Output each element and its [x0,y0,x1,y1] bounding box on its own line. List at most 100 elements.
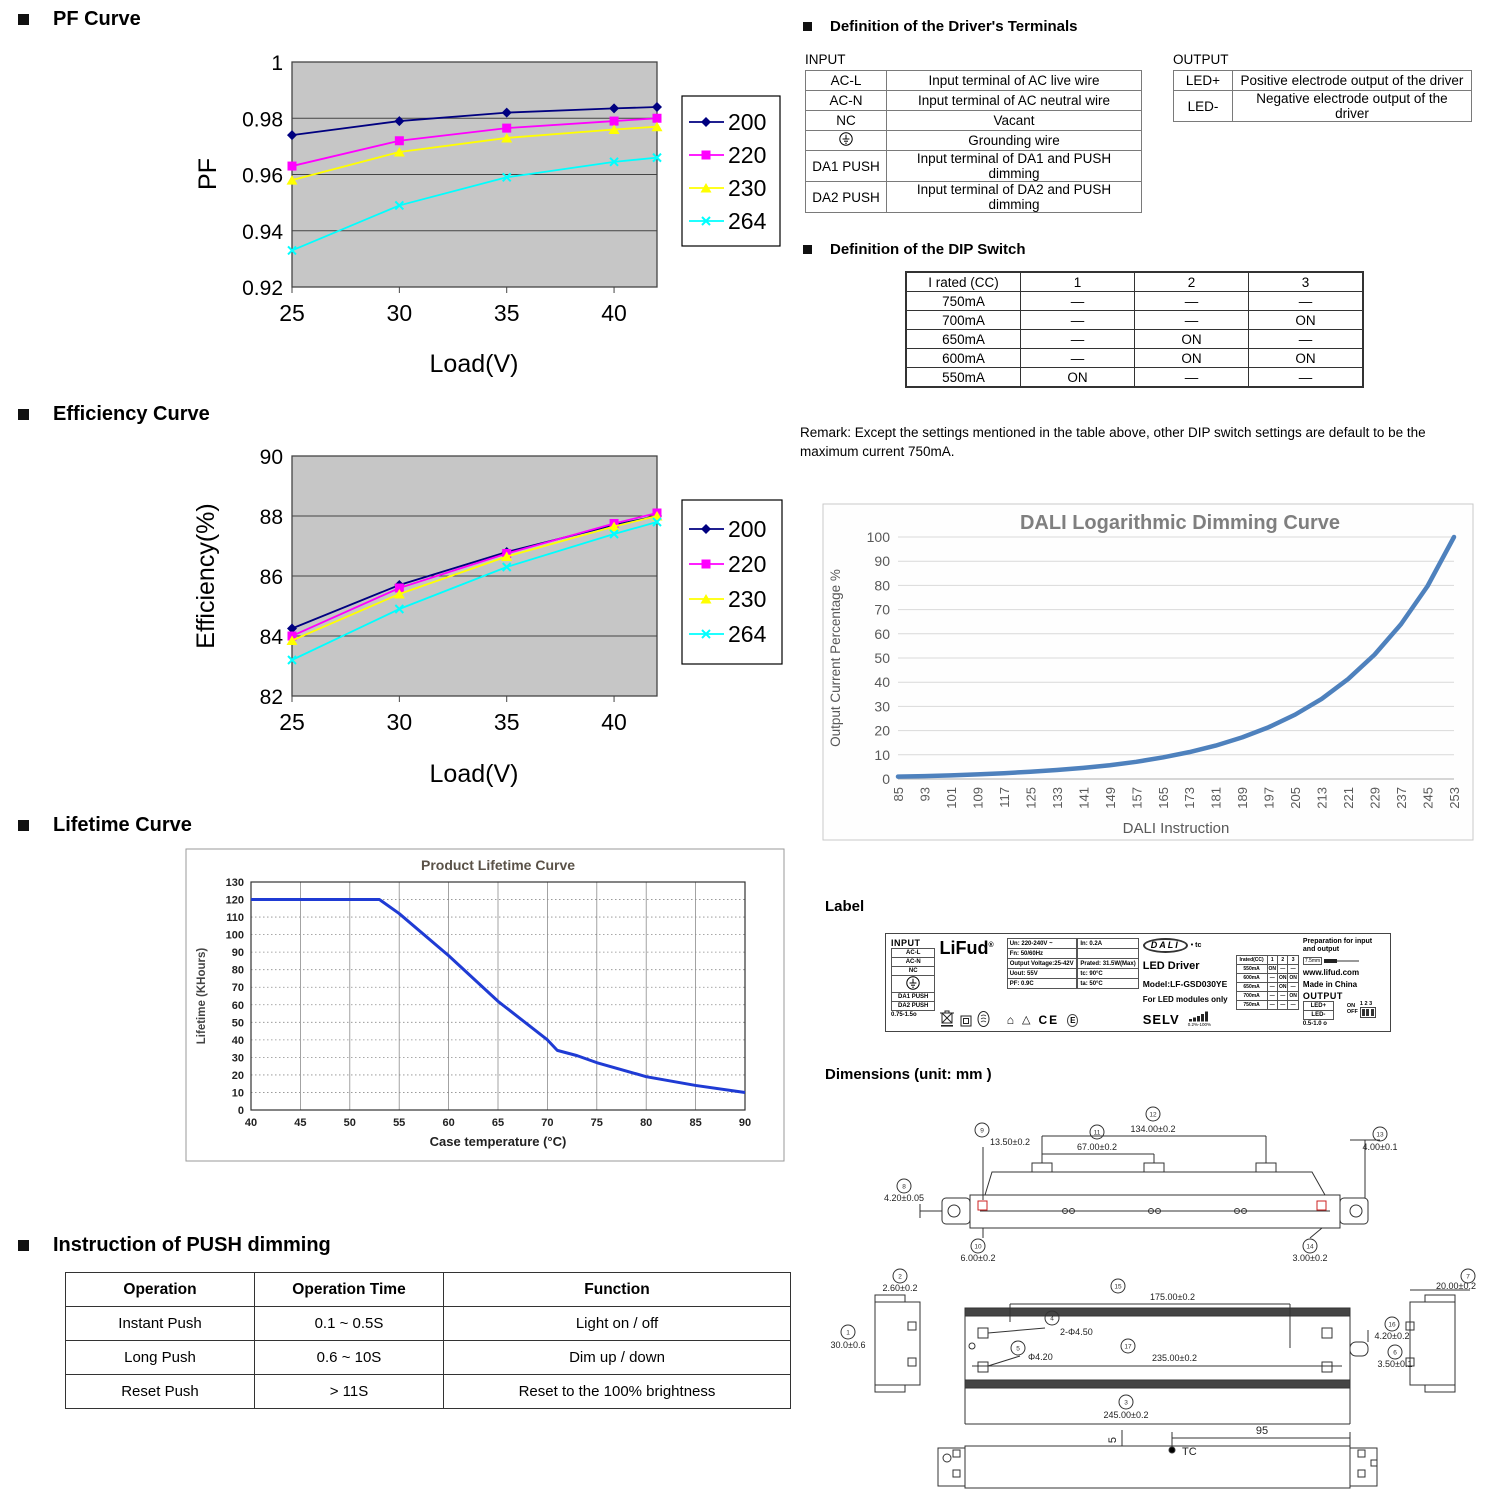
svg-text:220: 220 [728,142,766,168]
table-cell: tc: 90°C [1077,968,1139,979]
svg-text:0.92: 0.92 [242,277,283,300]
column-header: Operation [65,1272,255,1307]
table-cell: 550mA [1235,964,1268,974]
svg-text:20: 20 [874,723,890,739]
table-row: 550mA ON — — [905,367,1364,388]
lifud-logo: LiFud® [939,938,994,958]
svg-text:14: 14 [1306,1244,1314,1251]
table-cell [805,130,887,151]
table-row: NC Vacant [805,110,1142,131]
table-row: Fn: 50/60Hz [1006,948,1078,959]
table-cell: Uout: 55V [1006,968,1078,979]
table-cell: 0.1 ~ 0.5S [254,1306,444,1341]
svg-text:100: 100 [226,930,244,942]
table-row: NC [890,966,936,976]
svg-text:60: 60 [874,626,890,642]
svg-text:40: 40 [601,300,627,326]
svg-text:70: 70 [232,982,244,994]
table-cell: Dim up / down [443,1340,791,1375]
dip-switch-icon: ON OFF 1 2 3 [1347,991,1376,1027]
svg-text:40: 40 [232,1035,244,1047]
svg-text:30: 30 [387,300,413,326]
table-row: DA2 PUSH Input terminal of DA2 and PUSH d… [805,181,1142,213]
svg-text:45: 45 [294,1117,306,1129]
svg-text:Load(V): Load(V) [430,760,519,788]
svg-text:2.60±0.2: 2.60±0.2 [883,1283,918,1293]
table-cell: Input terminal of AC neutral wire [886,90,1142,111]
table-row: DA1 PUSH [890,992,936,1002]
table-cell [890,975,936,993]
svg-text:Efficiency(%): Efficiency(%) [192,503,220,648]
svg-text:173: 173 [1182,787,1197,809]
label-specs-right: In: 0.2A Prated: 31.5W(Max) tc: 90°C ta: 50… [1077,938,1139,989]
table-cell: — [1020,310,1135,330]
table-cell: Light on / off [443,1306,791,1341]
table-cell: ON [1134,329,1249,349]
svg-text:100: 100 [867,529,891,545]
efficiency-section-title: Efficiency Curve [53,403,210,425]
table-cell: ON [1248,310,1364,330]
svg-text:6.00±0.2: 6.00±0.2 [961,1253,996,1263]
table-row: AC-L Input terminal of AC live wire [805,70,1142,91]
table-row: LED- [1302,1010,1334,1020]
label-section-title: Label [825,898,865,915]
svg-text:25: 25 [279,709,305,735]
table-row [1077,948,1139,959]
svg-text:130: 130 [226,877,244,889]
svg-text:4: 4 [1050,1316,1054,1323]
label-product-block: DALI • tc LED Driver Model:LF-GSD030YE F… [1142,938,1232,1027]
table-row: Reset Push > 11S Reset to the 100% brightn… [65,1374,791,1409]
svg-text:6: 6 [1393,1350,1397,1357]
table-cell: 0.6 ~ 10S [254,1340,444,1375]
table-row: LED- Negative electrode output of the dri… [1173,90,1472,122]
svg-text:245: 245 [1421,787,1436,809]
table-cell: 700mA [1235,991,1268,1001]
table-cell: DA2 PUSH [890,1001,936,1011]
svg-text:110: 110 [226,912,244,924]
svg-text:60: 60 [442,1117,454,1129]
table-cell: In: 0.2A [1077,938,1139,949]
table-cell: ON [1276,982,1289,992]
square-bullet-icon [18,1240,29,1251]
svg-text:84: 84 [260,626,284,649]
table-header-row: Irated(CC) 1 2 3 [1235,955,1299,965]
svg-text:Output Current Percentage %: Output Current Percentage % [828,569,843,747]
table-cell: Un: 220-240V ~ [1006,938,1078,949]
lifetime-section-title: Lifetime Curve [53,814,192,836]
svg-text:4.20±0.05: 4.20±0.05 [884,1193,924,1203]
strip-length: 7.5mm [1302,956,1323,965]
svg-text:90: 90 [739,1117,751,1129]
svg-text:181: 181 [1209,787,1224,809]
input-terminals-table: AC-L Input terminal of AC live wire AC-N In… [805,70,1142,213]
svg-text:86: 86 [260,566,283,589]
svg-text:85: 85 [689,1117,701,1129]
svg-text:70: 70 [541,1117,553,1129]
table-row: 700mA — — ON [1235,991,1299,1001]
table-row: Uout: 55V [1006,968,1078,979]
table-cell: LED+ [1173,70,1233,91]
column-header: 3 [1287,955,1299,965]
label-input-terminals: AC-L AC-N NC DA1 PUSH DA2 PUSH [890,948,936,1011]
table-cell: Input terminal of DA2 and PUSH dimming [886,181,1142,213]
table-cell: ON [1134,348,1249,368]
svg-text:30: 30 [232,1052,244,1064]
svg-text:0.98: 0.98 [242,108,283,131]
svg-text:189: 189 [1235,787,1250,809]
label-origin: Made in China [1302,979,1358,989]
square-bullet-icon [18,14,29,25]
svg-text:229: 229 [1368,787,1383,809]
svg-text:70: 70 [874,602,890,618]
svg-text:0: 0 [882,771,890,787]
table-cell: AC-L [805,70,887,91]
dimensions-section-title: Dimensions (unit: mm ) [825,1066,992,1083]
table-row: 600mA — ON ON [1235,973,1299,983]
table-row: Output Voltage:25-42V [1006,958,1078,969]
table-row: PF: 0.9C [1006,978,1078,989]
svg-text:3.50±0.1: 3.50±0.1 [1378,1359,1413,1369]
svg-text:235.00±0.2: 235.00±0.2 [1152,1353,1197,1363]
table-cell: Input terminal of AC live wire [886,70,1142,91]
table-row: DA1 PUSH Input terminal of DA1 and PUSH d… [805,150,1142,182]
dimmable-icon: 0.2%-100% [1188,1011,1211,1027]
table-row: ta: 50°C [1077,978,1139,989]
wire-strip-icon: 7.5mm [1302,956,1385,965]
